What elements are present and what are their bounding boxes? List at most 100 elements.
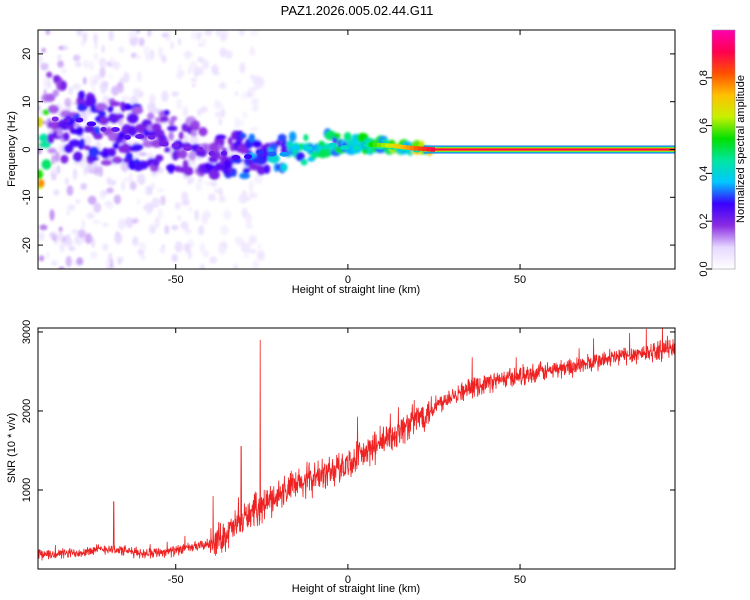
noise-cell (257, 243, 262, 250)
noise-cell (128, 172, 134, 185)
noise-cell (99, 80, 108, 93)
noise-cell (199, 66, 204, 76)
ridge-core-cell (208, 151, 216, 157)
noise-cell (210, 181, 218, 187)
noise-cell (76, 30, 83, 37)
ridge-cell (84, 124, 96, 133)
noise-cell (239, 62, 246, 74)
noise-cell (198, 176, 203, 183)
noise-cell (117, 259, 122, 265)
noise-cell (137, 71, 142, 82)
noise-cell (129, 95, 139, 105)
noise-cell (45, 250, 50, 260)
ridge-cell (239, 133, 247, 139)
ridge-core-cell (183, 145, 192, 151)
noise-cell (99, 66, 106, 79)
noise-cell (112, 61, 121, 70)
snr-x-tick-label: 0 (345, 574, 351, 586)
ridge-cell (85, 96, 97, 107)
noise-cell (83, 59, 89, 69)
noise-cell (182, 106, 189, 118)
ridge-cell (208, 169, 220, 180)
noise-cell (108, 30, 114, 42)
noise-cell (250, 74, 254, 81)
noise-cell (187, 179, 191, 186)
chart-title: PAZ1.2026.005.02.44.G11 (281, 3, 434, 18)
noise-cell (174, 202, 182, 210)
noise-cell (105, 265, 110, 269)
noise-cell (86, 212, 95, 219)
noise-cell (106, 187, 114, 194)
noise-cell (51, 154, 56, 165)
noise-cell (49, 209, 55, 221)
ridge-core-cell (279, 151, 289, 157)
ridge-core-cell (147, 134, 156, 140)
ridge-cell (198, 126, 208, 137)
ridge-cell (131, 143, 144, 151)
noise-cell (246, 91, 252, 99)
noise-cell (71, 229, 79, 235)
ridge-core-cell (353, 145, 360, 151)
ridge-cell (123, 103, 133, 111)
noise-cell (177, 214, 182, 221)
noise-cell (59, 241, 65, 253)
tone-taper (368, 142, 374, 147)
ridge-cell (163, 109, 170, 116)
noise-cell (147, 30, 152, 37)
noise-cell (176, 98, 183, 110)
ridge-cell (48, 104, 60, 114)
noise-cell (54, 151, 60, 163)
noise-cell (150, 226, 156, 234)
noise-cell (91, 237, 95, 249)
snr-y-tick-label: 3000 (21, 320, 33, 344)
ridge-cell (275, 139, 282, 146)
noise-cell (250, 233, 255, 239)
noise-cell (93, 33, 98, 44)
noise-cell (131, 219, 139, 224)
spectrogram-ylabel: Frequency (Hz) (6, 111, 18, 187)
noise-cell (84, 135, 91, 144)
noise-cell (157, 187, 164, 193)
noise-cell (215, 30, 221, 37)
ridge-core-cell (267, 151, 277, 157)
ridge-cell (107, 105, 114, 113)
noise-cell (197, 56, 205, 63)
noise-cell (105, 260, 112, 265)
noise-cell (66, 209, 70, 217)
ridge-cell (131, 106, 144, 115)
snr-ylabel: SNR (10 * v/v) (6, 413, 18, 483)
noise-cell (195, 181, 203, 192)
noise-cell (220, 225, 229, 236)
noise-cell (249, 126, 259, 131)
noise-cell (188, 206, 193, 213)
noise-cell (218, 187, 223, 197)
ridge-core-cell (231, 155, 241, 161)
ridge-cell (94, 126, 101, 135)
noise-cell (57, 54, 62, 61)
ridge-cell (44, 93, 56, 102)
ridge-cell (52, 75, 61, 83)
ridge-cell (204, 163, 216, 170)
y-tick-label: 20 (21, 48, 33, 60)
ridge-cell (63, 144, 74, 154)
ridge-cell (295, 151, 305, 162)
snr-x-tick-label: 50 (514, 574, 526, 586)
noise-cell (199, 263, 205, 269)
tone-taper (380, 143, 386, 148)
noise-cell (219, 47, 227, 58)
snr-y-tick-label: 2000 (21, 399, 33, 423)
noise-cell (76, 257, 84, 266)
noise-cell (242, 111, 248, 119)
noise-cell (51, 260, 58, 266)
ridge-cell (63, 132, 70, 141)
noise-cell (188, 61, 198, 72)
tone-taper (401, 144, 407, 150)
noise-cell (75, 198, 81, 204)
noise-cell (88, 60, 95, 71)
noise-cell (98, 57, 107, 68)
ridge-cell (47, 132, 55, 144)
ridge-cell (256, 165, 266, 176)
noise-cell (138, 37, 145, 47)
ridge-cell (286, 140, 294, 148)
ridge-core-cell (328, 142, 337, 148)
